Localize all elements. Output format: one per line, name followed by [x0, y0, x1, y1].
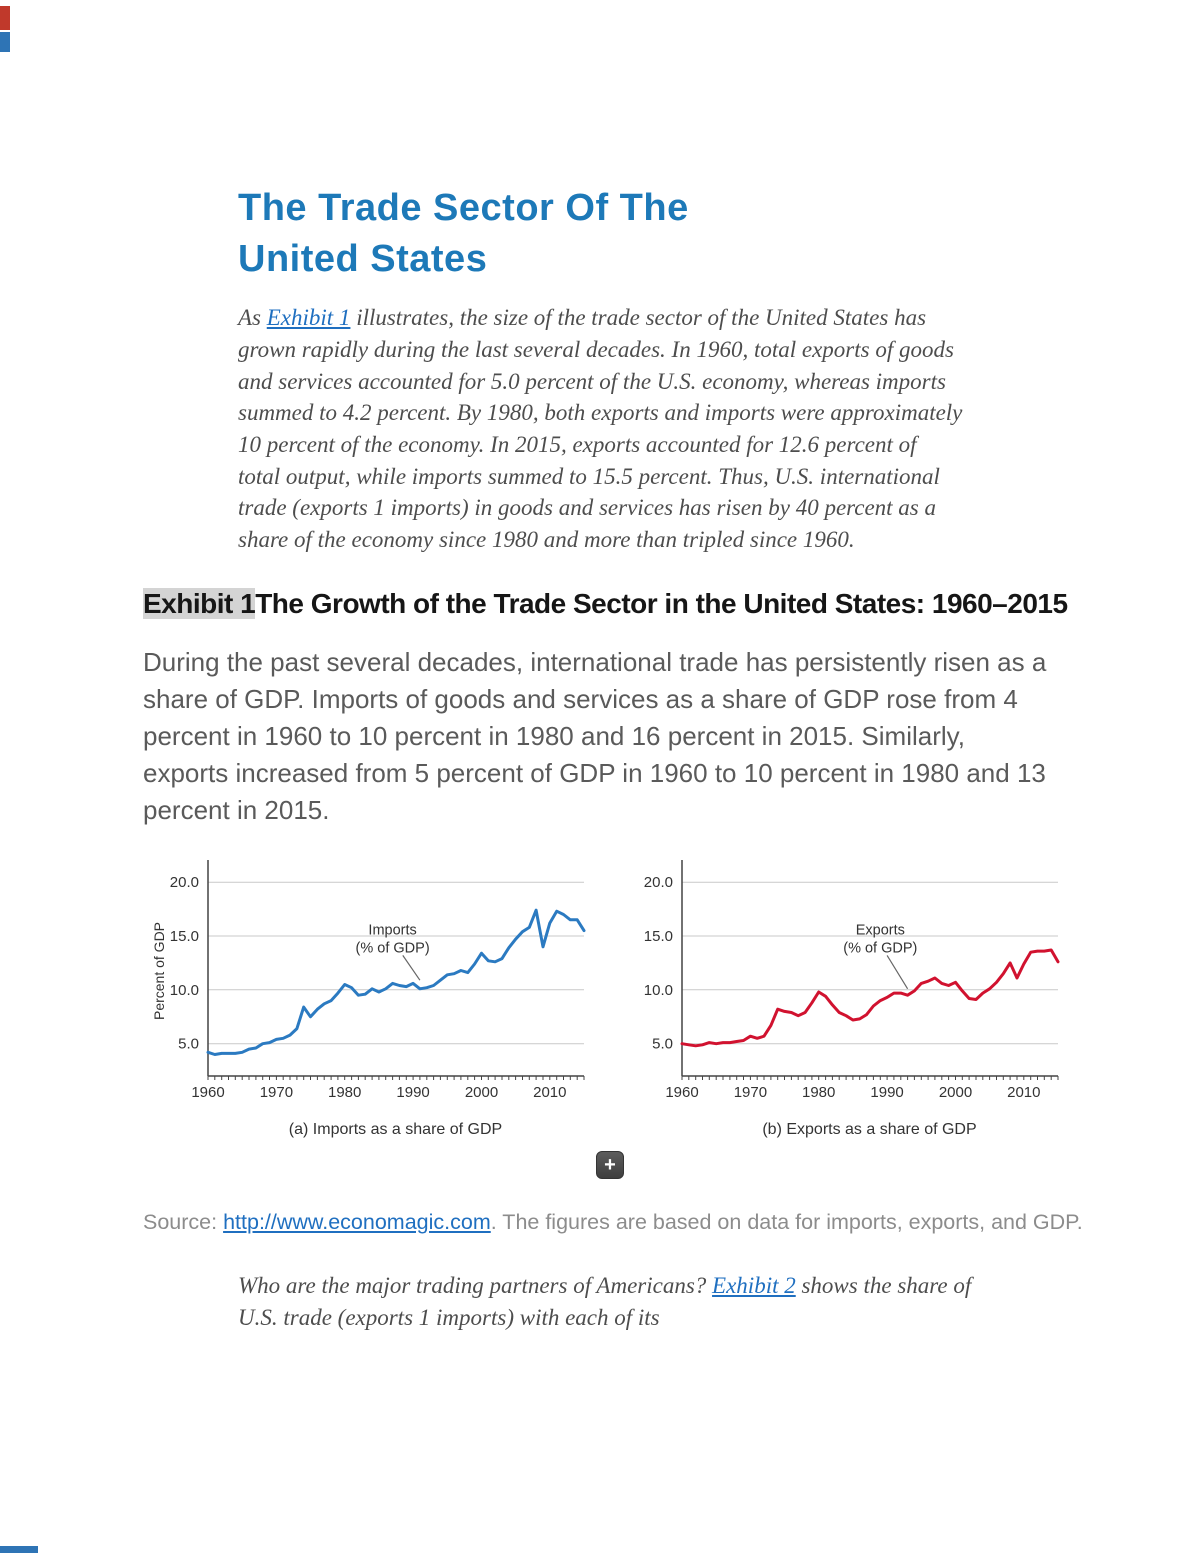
- source-text-rest: . The figures are based on data for impo…: [490, 1209, 1083, 1234]
- svg-text:Percent of GDP: Percent of GDP: [151, 922, 167, 1020]
- svg-text:Imports: Imports: [368, 922, 416, 938]
- exhibit-description: During the past several decades, interna…: [143, 646, 1047, 826]
- source-label: Source:: [143, 1209, 224, 1234]
- exhibit-2-link[interactable]: Exhibit 2: [712, 1272, 796, 1298]
- exports-chart: 5.0 10.0 15.0 20.0 1960 1970 1980 1990 2000 2010 E…: [624, 850, 1070, 1139]
- chart-caption-a: (a) Imports as a share of GDP: [288, 1120, 503, 1138]
- svg-text:1960: 1960: [191, 1084, 224, 1101]
- plus-icon: +: [604, 1153, 616, 1176]
- source-line: Source: http://www.economagic.com. The f…: [143, 1207, 1088, 1238]
- svg-text:(% of GDP): (% of GDP): [843, 940, 917, 956]
- svg-text:(% of GDP): (% of GDP): [356, 940, 430, 956]
- svg-text:10.0: 10.0: [170, 981, 199, 998]
- svg-text:20.0: 20.0: [170, 874, 199, 891]
- svg-text:1980: 1980: [328, 1084, 361, 1101]
- exhibit-heading: Exhibit 1The Growth of the Trade Sector …: [143, 586, 1088, 622]
- exports-chart-plot: 5.0 10.0 15.0 20.0 1960 1970 1980 1990 2000 2010 E…: [644, 859, 1060, 1101]
- svg-text:1980: 1980: [802, 1084, 835, 1101]
- chart-caption-b: (b) Exports as a share of GDP: [762, 1120, 977, 1138]
- closing-text-pre: Who are the major trading partners of Am…: [238, 1272, 713, 1298]
- svg-text:20.0: 20.0: [644, 874, 673, 891]
- intro-text-post: illustrates, the size of the trade secto…: [238, 305, 963, 553]
- exhibit-1-link[interactable]: Exhibit 1: [266, 305, 351, 331]
- svg-text:5.0: 5.0: [178, 1035, 199, 1052]
- imports-chart: 5.0 10.0 15.0 20.0 1960 1970 1980 1990 2000 2010 I…: [150, 850, 596, 1139]
- svg-text:2010: 2010: [533, 1084, 566, 1101]
- svg-text:1970: 1970: [734, 1084, 767, 1101]
- intro-paragraph: As Exhibit 1 illustrates, the size of th…: [238, 302, 963, 556]
- svg-text:15.0: 15.0: [170, 928, 199, 945]
- svg-text:1990: 1990: [396, 1084, 429, 1101]
- svg-text:Exports: Exports: [856, 922, 905, 938]
- svg-text:2000: 2000: [939, 1084, 972, 1101]
- svg-text:1990: 1990: [870, 1084, 903, 1101]
- svg-text:5.0: 5.0: [652, 1035, 673, 1052]
- expand-figure-button[interactable]: +: [596, 1150, 624, 1179]
- svg-text:2010: 2010: [1007, 1084, 1040, 1101]
- svg-text:1970: 1970: [260, 1084, 293, 1101]
- svg-text:1960: 1960: [665, 1084, 698, 1101]
- svg-text:15.0: 15.0: [644, 928, 673, 945]
- intro-text-pre: As: [238, 305, 267, 331]
- page-bottom-artifact: [0, 1546, 38, 1553]
- exhibit-title-text: The Growth of the Trade Sector in the Un…: [255, 587, 1068, 619]
- imports-chart-plot: 5.0 10.0 15.0 20.0 1960 1970 1980 1990 2000 2010 I…: [151, 859, 586, 1101]
- page-corner-artifact-red: [0, 6, 10, 30]
- source-link[interactable]: http://www.economagic.com: [223, 1209, 491, 1234]
- closing-paragraph: Who are the major trading partners of Am…: [238, 1270, 973, 1333]
- svg-text:10.0: 10.0: [644, 981, 673, 998]
- svg-text:2000: 2000: [465, 1084, 498, 1101]
- page-corner-artifact-blue: [0, 32, 10, 52]
- exhibit-figure: 5.0 10.0 15.0 20.0 1960 1970 1980 1990 2000 2010 I…: [150, 850, 1070, 1179]
- closing-text-post: shows the share of U.S. trade (exports 1…: [238, 1272, 972, 1330]
- exhibit-tag-highlight: Exhibit 1: [143, 587, 256, 619]
- page-title: The Trade Sector Of The United States: [238, 187, 689, 280]
